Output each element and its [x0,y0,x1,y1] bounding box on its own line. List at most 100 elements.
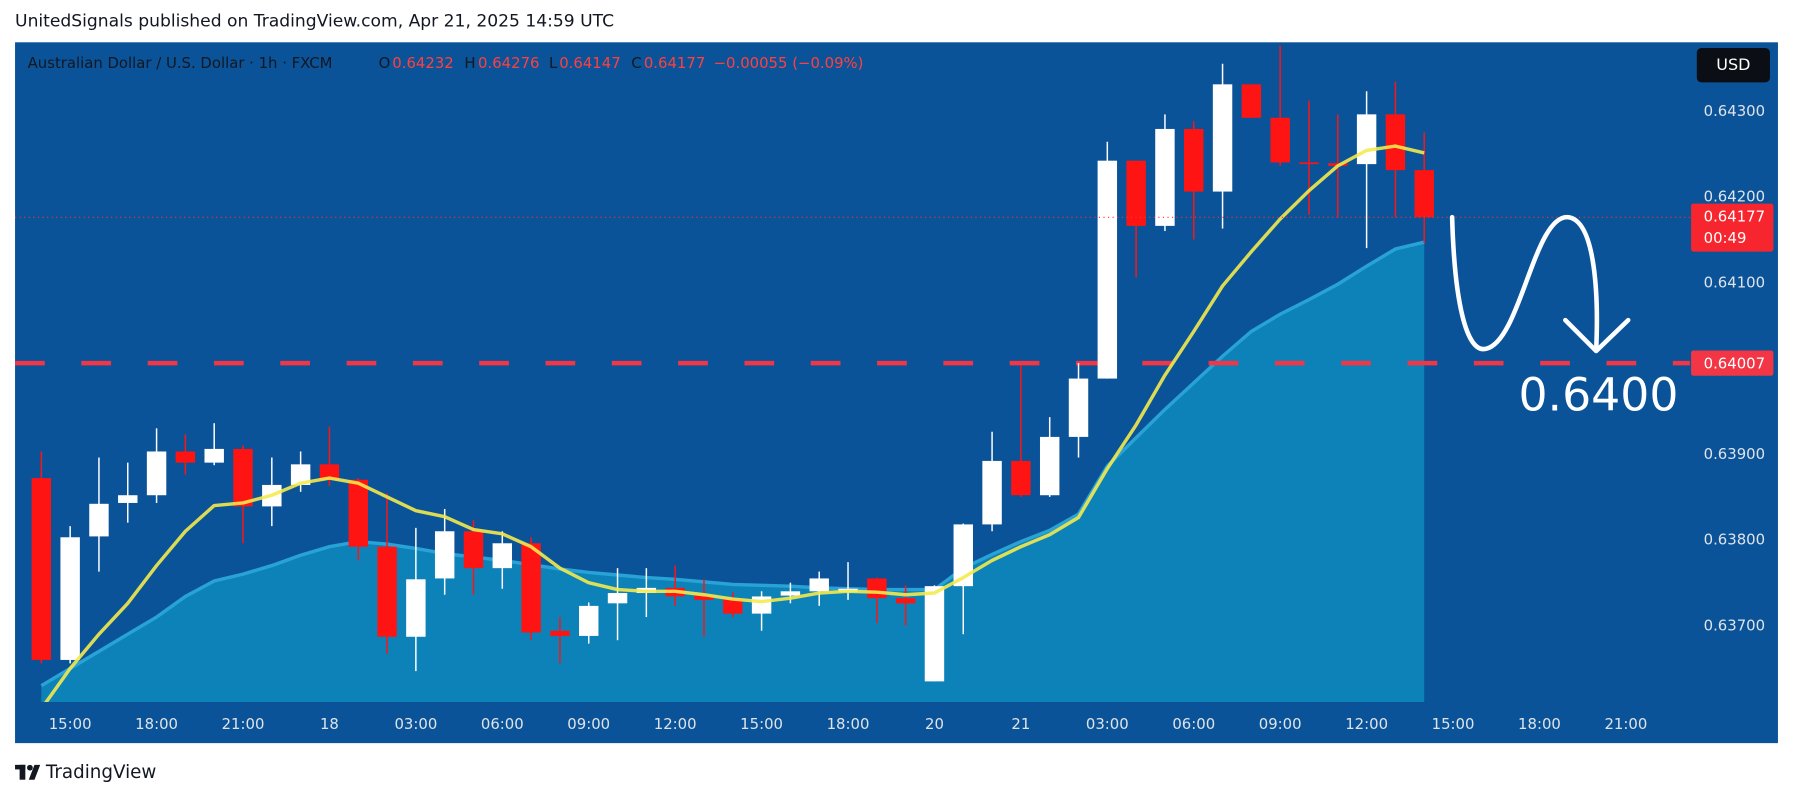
candle-body [1011,460,1031,496]
x-tick-label: 03:00 [1086,715,1129,733]
x-tick-label: 20 [925,715,944,733]
candle-body [895,598,916,604]
candle-body [377,546,397,637]
candle-body [1184,128,1204,192]
candle-body [290,464,311,485]
candle-body [694,595,714,600]
area-edge [40,240,1425,688]
x-tick-label: 06:00 [481,715,524,733]
candle-body [348,479,368,547]
publisher-line: UnitedSignals published on TradingView.c… [15,12,614,32]
x-tick-label: 18 [320,715,339,733]
candle-body [550,630,570,636]
y-tick-label: 0.63800 [1704,531,1765,549]
candle-body [809,578,829,592]
logo-part [19,764,26,780]
candle-body [89,503,109,537]
legend-value: 0.64276 [478,54,539,72]
logo-part [28,764,41,780]
candle-body [492,543,513,569]
x-tick-label: 06:00 [1172,715,1215,733]
candle-body [1155,128,1175,226]
forecast-arrow [1449,214,1600,353]
x-tick-label: 03:00 [394,715,437,733]
currency-badge[interactable] [1696,48,1770,83]
candle-body [1414,170,1434,218]
x-tick-label: 18:00 [827,715,870,733]
level-badge [1691,350,1774,376]
legend-value: 0.64177 [644,54,705,72]
candle-body [924,586,945,682]
x-tick-label: 21 [1011,715,1030,733]
y-tick-label: 0.63700 [1704,616,1765,634]
brand-logo [15,764,41,780]
x-tick-label: 18:00 [135,715,178,733]
candle-body [204,448,224,463]
candle-body [175,451,196,463]
candle-body [867,578,887,599]
brand-name[interactable]: TradingView [45,762,157,783]
countdown-label: 00:49 [1704,229,1747,247]
x-tick-label: 09:00 [1259,715,1302,733]
legend-label: L [549,54,558,72]
y-tick-label: 0.64200 [1704,188,1765,206]
moving-average-line [44,144,1425,702]
candle-body [434,531,455,579]
candle-body [723,599,743,614]
candle-body [579,605,599,636]
legend-title: Australian Dollar / U.S. Dollar · 1h · F… [28,54,333,72]
level-badge-label: 0.64007 [1704,354,1765,372]
x-tick-label: 09:00 [567,715,610,733]
logo-part [27,764,33,771]
x-tick-label: 12:00 [1345,715,1388,733]
candle-body [1356,114,1377,165]
candle-body [953,524,973,587]
x-tick-label: 12:00 [654,715,697,733]
candle-body [1126,160,1146,226]
axes: 0.63700 0.63800 0.63900 0.64100 0.64200 0.643… [49,102,1774,733]
x-tick-label: 18:00 [1518,715,1561,733]
x-tick-label: 15:00 [740,715,783,733]
currency-label[interactable]: USD [1716,55,1750,74]
candle-body [1299,162,1319,165]
candle-body [1097,160,1118,379]
plot-area [15,45,1690,702]
candle-body [780,591,801,596]
y-tick-label: 0.63900 [1704,445,1765,463]
x-tick-label: 15:00 [49,715,92,733]
legend-label: C [631,54,641,72]
candle-body [521,543,541,633]
y-tick-label: 0.64300 [1704,102,1765,120]
candle-body [146,451,167,496]
legend-label: O [379,54,391,72]
candle-body [233,448,253,507]
candle-body [31,478,52,660]
y-tick-label: 0.64100 [1704,273,1765,291]
candle-body [463,531,484,569]
target-annotation: 0.6400 [1518,368,1678,421]
candle-body [319,464,340,480]
candle-body [60,537,80,660]
candle-body [118,495,138,503]
x-tick-label: 21:00 [222,715,265,733]
legend-label: H [464,54,475,72]
legend-value: 0.64232 [392,54,453,72]
legend-change: −0.00055 (−0.09%) [714,54,864,72]
legend-value: 0.64147 [559,54,620,72]
candle-body [406,579,426,637]
price-badge [1691,203,1774,252]
price-badge-label: 0.64177 [1704,207,1765,225]
x-tick-label: 21:00 [1604,715,1647,733]
candle-body [751,596,772,614]
candle-body [1068,378,1089,437]
arrow-head [1563,317,1631,354]
candle-body [1212,84,1233,192]
candle-body [982,460,1002,525]
candle-body [1241,84,1262,118]
x-tick-label: 15:00 [1432,715,1475,733]
candle-body [1039,436,1060,496]
candle-body [607,593,628,604]
candle-body [1270,117,1290,163]
